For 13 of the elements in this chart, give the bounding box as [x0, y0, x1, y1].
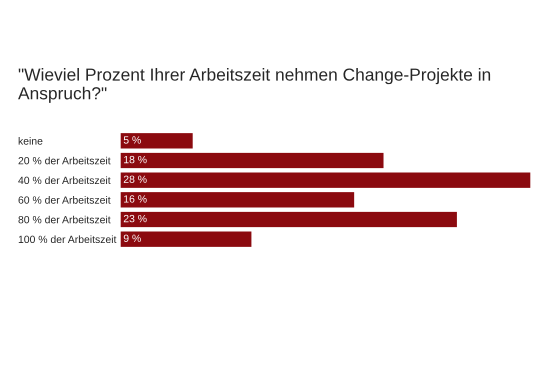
data-label: 16 %: [124, 195, 147, 203]
data-label: 28 %: [124, 176, 147, 183]
y-tick-label: 40 % der Arbeitszeit: [18, 176, 111, 184]
y-tick-label: 20 % der Arbeitszeit: [18, 156, 111, 164]
data-label: 18 %: [124, 156, 147, 164]
data-label: 9 %: [124, 234, 141, 242]
y-tick-label: 100 % der Arbeitszeit: [18, 235, 116, 244]
data-label: 23 %: [124, 214, 147, 222]
y-tick-label: keine: [18, 137, 42, 145]
y-tick-label: 60 % der Arbeitszeit: [18, 196, 111, 204]
y-tick-label: 80 % der Arbeitszeit: [18, 216, 111, 224]
chart-title: "Wieviel Prozent Ihrer Arbeitszeit nehmen Change-Projekte in Anspruch?": [18, 68, 490, 103]
data-label: 5 %: [124, 136, 141, 144]
